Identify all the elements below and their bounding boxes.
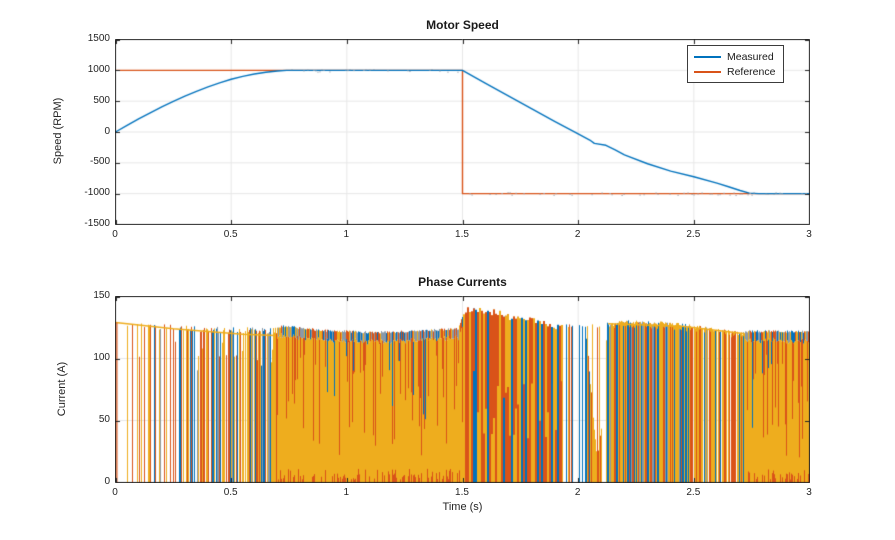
time-x-axis-label: Time (s) <box>442 501 483 513</box>
speed-x-tick-label: 0 <box>112 229 118 240</box>
speed-y-tick-label: 0 <box>104 125 110 137</box>
legend-row-reference: Reference <box>694 64 775 79</box>
currents-y-tick-label: 50 <box>98 414 110 425</box>
speed-y-tick-label: -500 <box>89 156 110 168</box>
currents-chart-title: Phase Currents <box>418 275 507 289</box>
currents-chart-canvas <box>115 296 810 483</box>
currents-x-tick-label: 0.5 <box>223 487 238 498</box>
currents-x-tick-label: 2.5 <box>686 487 701 498</box>
reference-line-swatch <box>694 70 721 73</box>
currents-x-tick-label: 0 <box>112 487 118 498</box>
speed-y-tick-label: -1000 <box>84 187 110 199</box>
speed-chart-title: Motor Speed <box>426 18 499 32</box>
currents-x-tick-label: 2 <box>574 487 581 498</box>
speed-x-tick-label: 1 <box>343 229 350 240</box>
speed-y-tick-label: 1000 <box>87 63 110 75</box>
speed-y-tick-label: -1500 <box>84 218 110 229</box>
speed-y-tick-label: 1500 <box>87 33 110 44</box>
currents-y-tick-label: 100 <box>93 352 110 363</box>
currents-x-tick-label: 3 <box>806 487 812 498</box>
speed-y-tick-label: 500 <box>93 94 110 106</box>
legend-label-reference: Reference <box>727 65 776 78</box>
currents-y-axis-label: Current (A) <box>56 361 68 417</box>
speed-x-tick-label: 2 <box>574 229 581 240</box>
legend-label-measured: Measured <box>727 50 774 63</box>
currents-x-tick-label: 1.5 <box>455 487 469 498</box>
currents-y-tick-label: 150 <box>93 290 110 301</box>
legend: Measured Reference <box>687 45 785 83</box>
speed-x-tick-label: 2.5 <box>686 229 701 240</box>
legend-row-measured: Measured <box>694 49 775 64</box>
speed-x-tick-label: 0.5 <box>223 229 238 240</box>
measured-line-swatch <box>694 55 721 58</box>
speed-x-tick-label: 1.5 <box>455 229 469 240</box>
speed-x-tick-label: 3 <box>806 229 812 240</box>
currents-y-tick-label: 0 <box>104 476 110 487</box>
currents-x-tick-label: 1 <box>343 487 350 498</box>
